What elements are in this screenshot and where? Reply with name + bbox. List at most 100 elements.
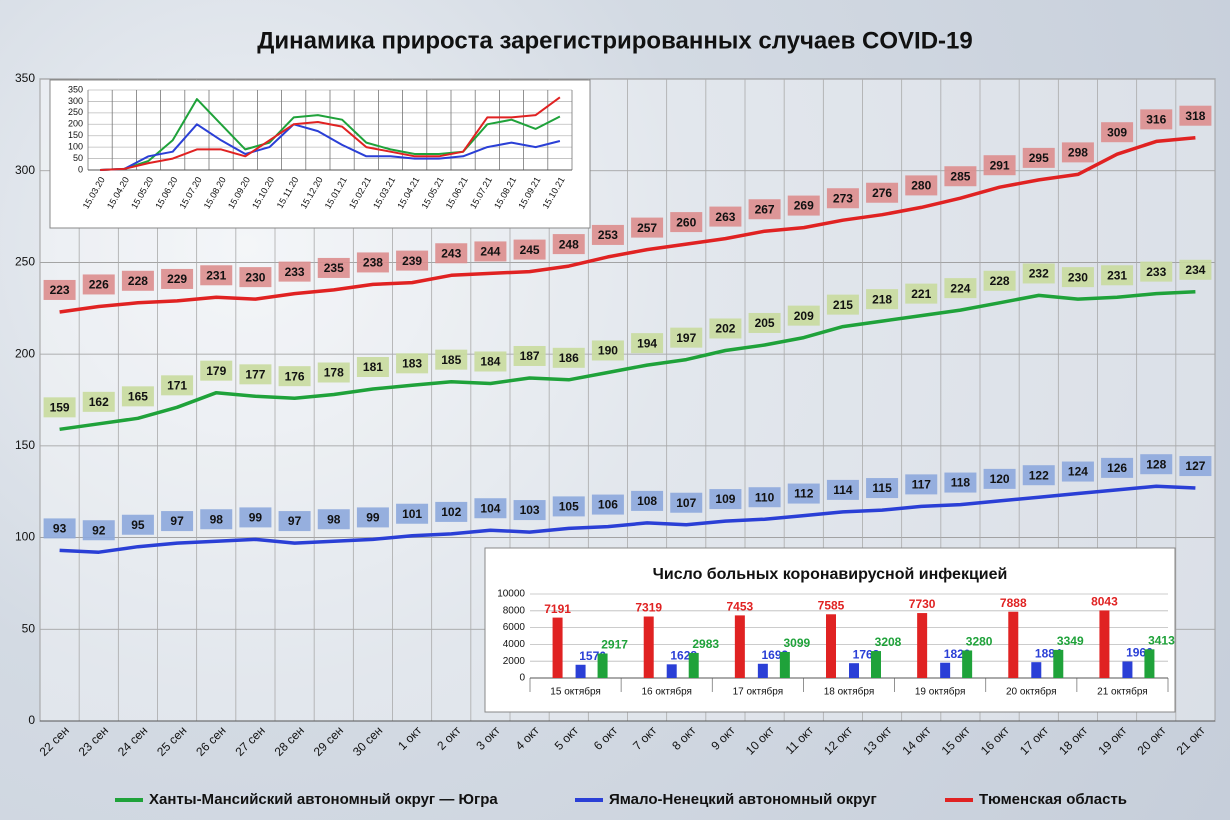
value-label: 118 (951, 476, 971, 490)
x-tick-label: 2 окт (434, 723, 464, 753)
bar (1099, 610, 1110, 678)
bar (643, 616, 654, 678)
value-label-box (356, 507, 389, 528)
value-label: 115 (872, 481, 892, 495)
value-label: 245 (520, 243, 540, 257)
value-label-box (670, 492, 703, 513)
value-label: 202 (715, 322, 735, 336)
x-tick-label: 1 окт (395, 723, 425, 753)
value-label-box (591, 224, 624, 245)
value-label-box (513, 500, 546, 521)
value-label: 224 (950, 281, 970, 295)
series-line (100, 123, 561, 171)
x-tick-label: 29 сен (311, 723, 346, 758)
value-label: 316 (1146, 113, 1166, 127)
bar (826, 614, 836, 678)
value-label: 178 (324, 366, 344, 380)
value-label-box (356, 356, 389, 377)
value-label: 205 (755, 316, 775, 330)
value-label-box (278, 366, 311, 387)
x-tick-label: 30 сен (350, 723, 385, 758)
y-tick-label: 0 (519, 673, 525, 684)
y-tick-label: 50 (73, 153, 83, 163)
value-label: 233 (285, 265, 305, 279)
value-label-box (396, 503, 429, 524)
value-label-box (1140, 261, 1173, 282)
x-tick-label: 3 окт (473, 723, 503, 753)
value-label: 253 (598, 228, 618, 242)
value-label-box (278, 511, 311, 532)
x-tick-label: 19 окт (1095, 723, 1129, 757)
value-label-box (1179, 259, 1212, 280)
value-label: 181 (363, 360, 383, 374)
value-label: 95 (131, 518, 145, 532)
value-label: 104 (480, 501, 500, 515)
x-tick-label: 7 окт (630, 723, 660, 753)
y-tick-label: 250 (15, 255, 35, 269)
value-label: 235 (324, 261, 344, 275)
value-label: 197 (676, 331, 696, 345)
y-tick-label: 100 (15, 530, 35, 544)
value-label-box (591, 494, 624, 515)
inset-title: Число больных коронавирусной инфекцией (653, 566, 1008, 583)
value-label-box (670, 327, 703, 348)
value-label-box (826, 294, 859, 315)
bar (1008, 611, 1019, 678)
value-label-box (513, 345, 546, 366)
value-label: 105 (559, 500, 579, 514)
y-tick-label: 6000 (503, 622, 526, 633)
value-label: 7191 (544, 602, 571, 616)
value-label-box (944, 166, 977, 187)
value-label: 165 (128, 390, 148, 404)
legend-label: Ханты-Мансийский автономный округ — Югра (149, 791, 498, 808)
value-label: 228 (990, 274, 1010, 288)
value-label: 230 (1068, 270, 1088, 284)
value-label: 229 (167, 272, 187, 286)
value-label: 109 (715, 492, 735, 506)
value-label: 117 (912, 478, 932, 492)
value-label-box (1022, 263, 1055, 284)
value-label-box (631, 217, 664, 238)
x-tick-label: 27 сен (232, 723, 267, 758)
value-label-box (121, 386, 154, 407)
y-tick-label: 4000 (503, 639, 526, 650)
value-label: 126 (1107, 461, 1127, 475)
value-label: 233 (1146, 265, 1166, 279)
value-label: 215 (833, 298, 853, 312)
value-label-box (748, 199, 781, 220)
value-label-box (944, 472, 977, 493)
bar (575, 664, 586, 678)
value-label: 128 (1146, 457, 1166, 471)
value-label-box (121, 270, 154, 291)
value-label: 7453 (727, 600, 754, 614)
value-label: 8043 (1091, 595, 1118, 609)
value-label: 176 (285, 369, 305, 383)
value-label: 231 (1107, 268, 1127, 282)
value-label-box (826, 188, 859, 209)
x-tick-label: 23 сен (76, 723, 111, 758)
value-label: 228 (128, 274, 148, 288)
value-label-box (317, 362, 350, 383)
x-tick-label: 16 окт (978, 723, 1012, 757)
y-tick-label: 2000 (503, 656, 526, 667)
value-label-box (82, 391, 115, 412)
value-label-box (474, 498, 507, 519)
value-label-box (474, 351, 507, 372)
bar (871, 651, 881, 678)
y-tick-label: 8000 (503, 605, 526, 616)
value-label: 3413 (1148, 634, 1175, 648)
value-label-box (983, 270, 1016, 291)
value-label-box (435, 349, 468, 370)
value-label: 238 (363, 256, 383, 270)
value-label-box (787, 195, 820, 216)
value-label-box (435, 243, 468, 264)
value-label-box (161, 268, 194, 289)
value-label: 114 (833, 483, 853, 497)
value-label-box (866, 289, 899, 310)
value-label: 124 (1068, 465, 1088, 479)
x-tick-label: 26 сен (193, 723, 228, 758)
bar (1122, 661, 1133, 678)
x-tick-label: 4 окт (513, 723, 543, 753)
value-label: 234 (1185, 263, 1205, 277)
value-label: 159 (50, 401, 70, 415)
